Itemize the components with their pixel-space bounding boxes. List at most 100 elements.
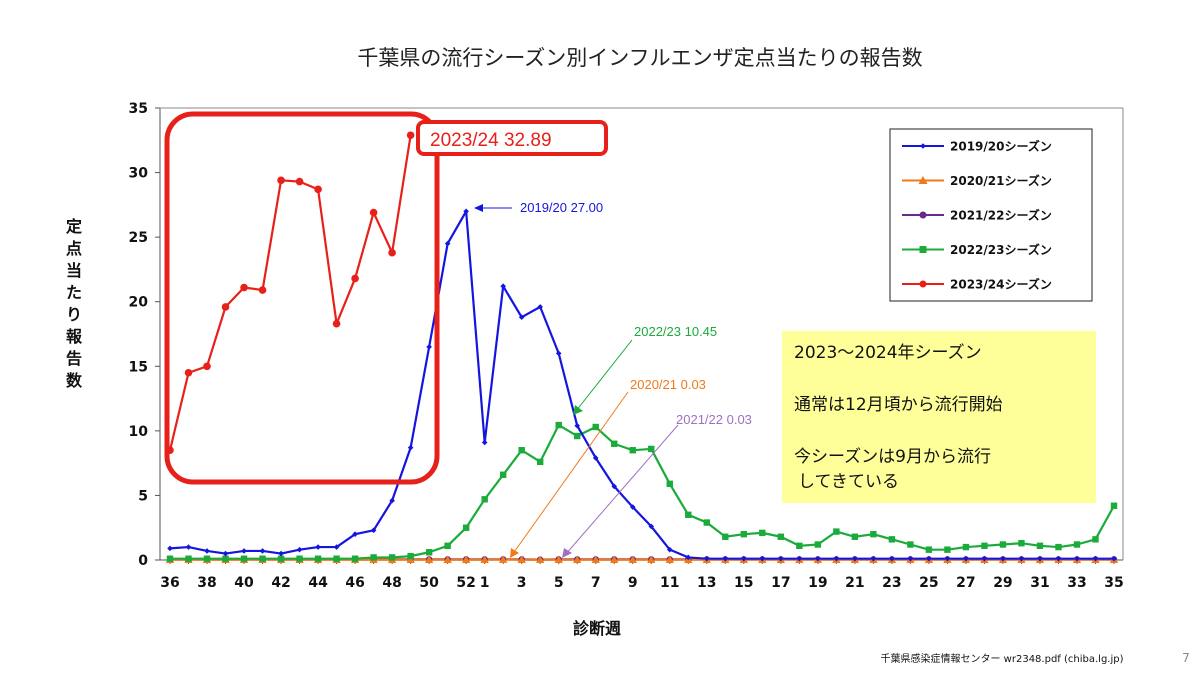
x-tick-label: 46	[345, 575, 364, 591]
annotation-2020-21-label: 2020/21 0.03	[630, 377, 706, 392]
x-tick-label: 9	[628, 575, 638, 591]
data-point	[666, 546, 673, 553]
data-point	[369, 208, 378, 217]
data-point	[203, 362, 211, 371]
legend-swatch-marker	[920, 143, 926, 149]
annotation-2022-23-label: 2022/23 10.45	[634, 324, 717, 339]
data-point	[666, 480, 673, 488]
data-point	[314, 555, 322, 562]
legend-swatch-marker	[919, 246, 927, 253]
data-point	[221, 303, 230, 311]
data-point	[1092, 536, 1099, 543]
legend-swatch-marker	[918, 176, 928, 184]
data-point	[481, 496, 488, 503]
series-line	[169, 210, 1114, 560]
data-point	[722, 533, 729, 540]
legend-entry-label: 2021/22シーズン	[950, 208, 1052, 223]
data-point	[352, 531, 358, 537]
data-point	[999, 541, 1007, 548]
series-lines	[168, 135, 1115, 561]
y-tick-label: 30	[129, 166, 149, 182]
data-point	[1000, 555, 1006, 562]
x-tick-label: 31	[1030, 575, 1049, 591]
y-tick-label: 25	[129, 230, 148, 246]
x-tick-label: 7	[591, 575, 601, 591]
y-tick-label: 10	[129, 424, 149, 440]
data-point	[703, 519, 710, 526]
data-point	[778, 555, 784, 562]
legend-entry-label: 2023/24シーズン	[950, 277, 1052, 292]
data-point	[536, 458, 544, 466]
data-point	[647, 555, 656, 563]
x-axis-label: 診断週	[573, 619, 621, 638]
x-tick-label: 19	[808, 575, 827, 591]
series-line	[170, 423, 1115, 560]
data-point	[944, 555, 951, 562]
data-point	[944, 546, 951, 553]
data-point	[389, 497, 395, 504]
highlight-frame	[164, 111, 440, 485]
source-footer: 千葉県感染症情報センター wr2348.pdf (chiba.lg.jp)	[881, 652, 1124, 665]
data-point	[461, 555, 471, 563]
data-point	[332, 319, 341, 328]
data-point	[499, 471, 507, 478]
data-point	[535, 555, 545, 563]
data-point	[648, 445, 655, 453]
x-tick-label: 29	[993, 575, 1012, 591]
y-ticks: 0 5 10 15 20 25 30 35	[129, 101, 160, 569]
data-point	[1018, 540, 1025, 547]
data-point	[852, 555, 858, 562]
y-tick-label: 20	[129, 295, 149, 311]
data-point	[759, 529, 766, 537]
legend-swatch-marker	[919, 280, 927, 288]
data-point	[611, 483, 618, 490]
data-point	[574, 432, 581, 440]
data-point	[703, 555, 710, 562]
x-tick-label: 15	[734, 575, 753, 591]
annotation-2020-21: 2020/21 0.03	[510, 377, 706, 558]
data-point	[296, 555, 303, 562]
data-point	[833, 528, 840, 535]
data-point	[740, 530, 748, 538]
annotation-2021-22: 2021/22 0.03	[562, 412, 752, 558]
data-point	[277, 176, 285, 185]
data-point	[370, 527, 377, 534]
data-point	[628, 555, 637, 563]
data-point	[592, 423, 599, 431]
data-point	[259, 555, 266, 562]
x-tick-label: 35	[1104, 575, 1123, 591]
data-point	[537, 304, 543, 310]
data-point	[314, 185, 322, 194]
note-box: 2023～2024年シーズン 通常は12月頃から流行開始 今シーズンは9月から流…	[782, 331, 1096, 503]
y-tick-label: 0	[138, 553, 148, 569]
data-point	[907, 555, 914, 562]
data-point	[759, 555, 766, 562]
legend-entry-label: 2020/21シーズン	[950, 173, 1052, 188]
x-tick-label: 1	[480, 575, 490, 591]
data-point	[426, 344, 432, 350]
data-point	[592, 455, 599, 461]
x-tick-label: 48	[382, 575, 401, 591]
y-axis-label: 定点当たり報告数	[65, 217, 83, 390]
data-point	[500, 283, 506, 290]
data-point	[1055, 543, 1062, 551]
y-tick-label: 5	[138, 488, 148, 504]
annotation-2022-23: 2022/23 10.45	[573, 324, 717, 415]
x-tick-label: 5	[554, 575, 564, 591]
data-point	[925, 546, 933, 553]
x-tick-label: 44	[308, 575, 328, 591]
data-point	[722, 555, 729, 562]
data-point	[443, 555, 452, 563]
data-point	[184, 368, 193, 377]
highlight-label: 2023/24 32.89	[430, 130, 552, 151]
data-point	[870, 555, 877, 562]
data-point	[1018, 555, 1025, 562]
data-point	[555, 350, 562, 357]
data-point	[463, 208, 469, 215]
data-point	[981, 555, 988, 562]
data-point	[222, 550, 229, 557]
data-point	[425, 549, 433, 556]
data-point	[610, 555, 619, 563]
data-point	[629, 447, 636, 454]
data-point	[1111, 555, 1117, 562]
